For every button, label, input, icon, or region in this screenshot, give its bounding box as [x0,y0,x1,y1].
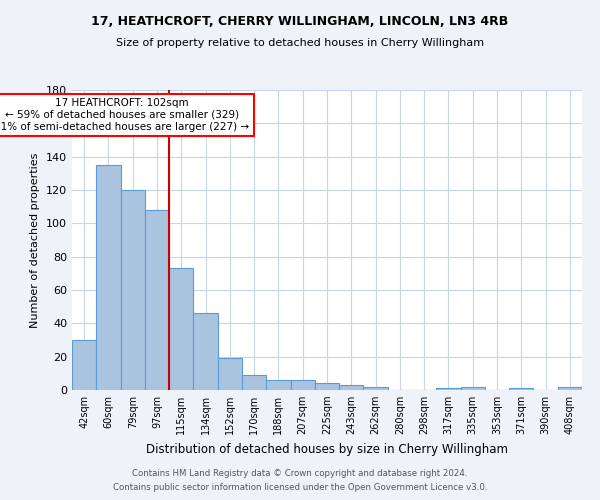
Bar [266,380,290,390]
Text: Contains public sector information licensed under the Open Government Licence v3: Contains public sector information licen… [113,484,487,492]
Text: 17, HEATHCROFT, CHERRY WILLINGHAM, LINCOLN, LN3 4RB: 17, HEATHCROFT, CHERRY WILLINGHAM, LINCO… [91,15,509,28]
Bar [436,388,461,390]
Bar [461,386,485,390]
Bar [290,380,315,390]
Bar [72,340,96,390]
Bar [509,388,533,390]
Bar [558,386,582,390]
Bar [242,375,266,390]
X-axis label: Distribution of detached houses by size in Cherry Willingham: Distribution of detached houses by size … [146,442,508,456]
Bar [121,190,145,390]
Bar [193,314,218,390]
Bar [169,268,193,390]
Bar [145,210,169,390]
Bar [96,165,121,390]
Bar [218,358,242,390]
Bar [364,386,388,390]
Text: Contains HM Land Registry data © Crown copyright and database right 2024.: Contains HM Land Registry data © Crown c… [132,468,468,477]
Bar [315,384,339,390]
Text: Size of property relative to detached houses in Cherry Willingham: Size of property relative to detached ho… [116,38,484,48]
Text: 17 HEATHCROFT: 102sqm
← 59% of detached houses are smaller (329)
41% of semi-det: 17 HEATHCROFT: 102sqm ← 59% of detached … [0,98,250,132]
Y-axis label: Number of detached properties: Number of detached properties [31,152,40,328]
Bar [339,385,364,390]
